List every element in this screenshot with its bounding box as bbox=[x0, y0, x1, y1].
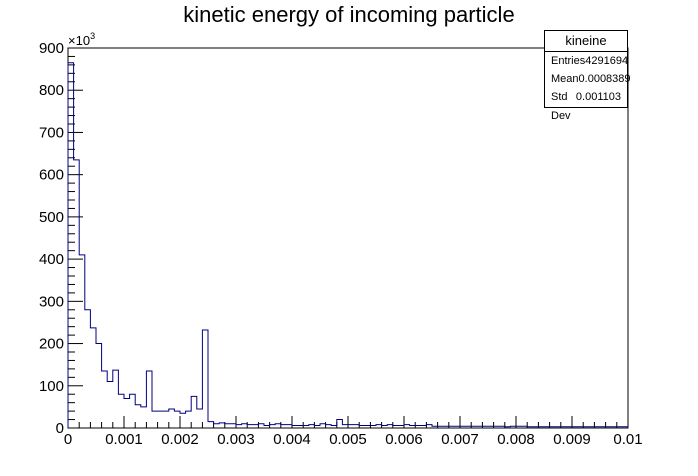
stats-entries-value: 4291694 bbox=[585, 55, 629, 67]
x-tick-label: 0.01 bbox=[613, 431, 642, 448]
svg-text:×103: ×103 bbox=[68, 31, 95, 48]
y-tick-label: 500 bbox=[39, 209, 64, 226]
y-tick-label: 200 bbox=[39, 336, 64, 353]
x-tick-label: 0.007 bbox=[441, 431, 479, 448]
stats-box: kineine Entries 4291694 Mean 0.0008389 S… bbox=[544, 30, 631, 122]
stats-row-stddev: Std Dev 0.001103 bbox=[545, 88, 627, 122]
y-multiplier-exponent: 3 bbox=[90, 31, 95, 41]
x-tick-label: 0.009 bbox=[553, 431, 591, 448]
axes-ticks: 0 0.001 0.002 0.003 0.004 0.005 0.006 0.007 0.00… bbox=[39, 40, 643, 448]
histogram-series-line bbox=[67, 62, 629, 428]
stats-row-mean: Mean 0.0008389 bbox=[545, 70, 631, 88]
stats-entries-label: Entries bbox=[551, 55, 586, 67]
stats-stddev-value: 0.001103 bbox=[575, 91, 621, 103]
stats-mean-value: 0.0008389 bbox=[578, 73, 631, 85]
stats-stddev-label: Std Dev bbox=[551, 91, 571, 122]
x-tick-label: 0.001 bbox=[105, 431, 143, 448]
x-tick-label: 0.008 bbox=[497, 431, 535, 448]
x-tick-label: 0 bbox=[64, 431, 72, 448]
y-tick-label: 900 bbox=[39, 40, 64, 57]
y-tick-label: 300 bbox=[39, 293, 64, 310]
x-tick-label: 0.004 bbox=[273, 431, 311, 448]
y-tick-label: 700 bbox=[39, 124, 64, 141]
x-tick-label: 0.002 bbox=[161, 431, 199, 448]
chart-title: kinetic energy of incoming particle bbox=[183, 2, 514, 27]
x-tick-label: 0.006 bbox=[385, 431, 423, 448]
y-tick-label: 0 bbox=[56, 420, 64, 437]
stats-title: kineine bbox=[545, 31, 627, 52]
y-tick-label: 400 bbox=[39, 251, 64, 268]
x-tick-label: 0.005 bbox=[329, 431, 367, 448]
y-axis-multiplier: ×103 bbox=[68, 31, 95, 48]
stats-mean-label: Mean bbox=[551, 73, 579, 85]
x-tick-label: 0.003 bbox=[217, 431, 255, 448]
y-tick-label: 800 bbox=[39, 82, 64, 99]
y-tick-label: 100 bbox=[39, 378, 64, 395]
y-multiplier-base: ×10 bbox=[68, 33, 90, 48]
stats-row-entries: Entries 4291694 bbox=[545, 52, 629, 70]
y-tick-label: 600 bbox=[39, 167, 64, 184]
